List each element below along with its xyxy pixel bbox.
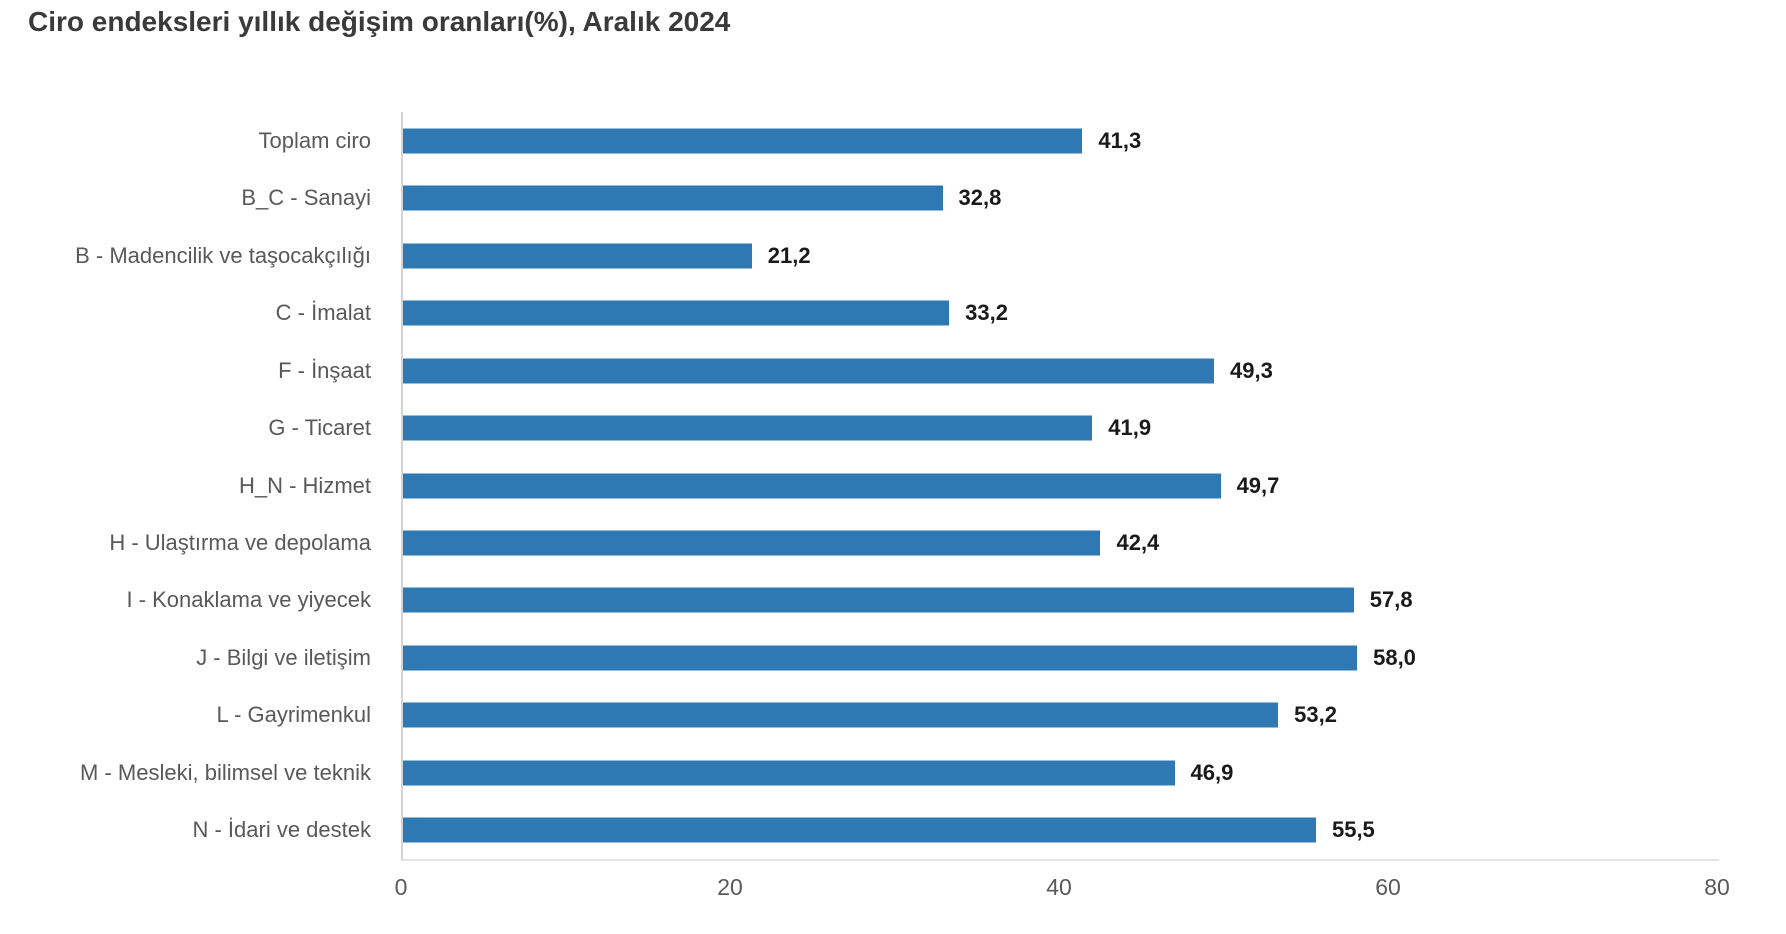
- value-label: 53,2: [1294, 702, 1337, 728]
- bar: [403, 760, 1175, 786]
- x-axis-ticks: 0 20 40 60 80: [395, 874, 1730, 910]
- value-label: 21,2: [767, 242, 811, 268]
- bar: [403, 128, 1083, 154]
- value-label: 58,0: [1373, 644, 1416, 670]
- value-label: 41,3: [1098, 127, 1142, 153]
- bar-row: 58,0: [403, 629, 1719, 686]
- x-tick-label: 40: [1046, 874, 1072, 900]
- bar-row: 49,7: [403, 457, 1719, 514]
- bar: [403, 243, 752, 269]
- bar: [403, 587, 1354, 613]
- value-label: 41,9: [1108, 415, 1152, 441]
- category-label: B_C - Sanayi: [241, 185, 371, 211]
- x-tick-label: 0: [394, 874, 408, 900]
- bar: [403, 300, 950, 326]
- chart-title: Ciro endeksleri yıllık değişim oranları(…: [28, 6, 731, 37]
- value-label: 46,9: [1190, 759, 1234, 785]
- bar: [403, 358, 1214, 384]
- plot-area: 41,3 32,8 21,2 33,2 49,3 41,9 49,7 42,4 57,8 58,0…: [401, 112, 1719, 861]
- bar-row: 49,3: [403, 342, 1719, 399]
- x-tick-label: 80: [1704, 874, 1730, 900]
- bar: [403, 702, 1279, 728]
- bar-row: 46,9: [403, 744, 1719, 801]
- category-label: C - İmalat: [275, 300, 371, 326]
- value-label: 49,7: [1236, 472, 1280, 498]
- category-label: G - Ticaret: [268, 415, 371, 441]
- category-axis: Toplam ciro B_C - Sanayi B - Madencilik ve…: [0, 112, 385, 859]
- x-tick-label: 60: [1375, 874, 1401, 900]
- bar-row: 53,2: [403, 687, 1719, 744]
- x-tick-label: 20: [717, 874, 743, 900]
- bar-row: 57,8: [403, 572, 1719, 629]
- value-label: 55,5: [1331, 817, 1375, 843]
- category-label: B - Madencilik ve taşocakçılığı: [75, 242, 371, 268]
- category-label: N - İdari ve destek: [192, 817, 371, 843]
- bar-row: 21,2: [403, 227, 1719, 284]
- category-label: L - Gayrimenkul: [216, 702, 371, 728]
- bar-row: 33,2: [403, 284, 1719, 341]
- value-label: 49,3: [1229, 357, 1273, 383]
- category-label: F - İnşaat: [278, 357, 371, 383]
- category-label: J - Bilgi ve iletişim: [196, 644, 371, 670]
- value-label: 57,8: [1369, 587, 1413, 613]
- bar-row: 42,4: [403, 514, 1719, 571]
- bar: [403, 473, 1221, 499]
- value-label: 42,4: [1116, 530, 1160, 556]
- bar: [403, 415, 1093, 441]
- bar: [403, 530, 1101, 556]
- bar-row: 32,8: [403, 169, 1719, 226]
- bar-row: 41,9: [403, 399, 1719, 456]
- value-label: 33,2: [965, 300, 1008, 326]
- category-label: M - Mesleki, bilimsel ve teknik: [80, 759, 371, 785]
- category-label: H_N - Hizmet: [238, 472, 371, 498]
- bar: [403, 645, 1358, 671]
- category-label: H - Ulaştırma ve depolama: [109, 530, 371, 556]
- category-label: I - Konaklama ve yiyecek: [126, 587, 371, 613]
- bar-row: 55,5: [403, 802, 1719, 859]
- category-label: Toplam ciro: [258, 127, 371, 153]
- bar: [403, 817, 1316, 843]
- bar-row: 41,3: [403, 112, 1719, 169]
- value-label: 32,8: [958, 185, 1002, 211]
- bar: [403, 185, 943, 211]
